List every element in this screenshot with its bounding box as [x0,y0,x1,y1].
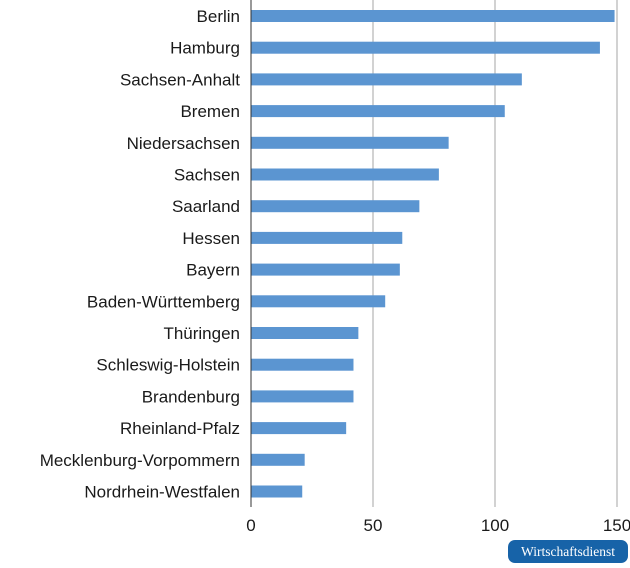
bar-hessen [251,231,403,244]
bar-hamburg [251,41,600,54]
category-label: Bayern [186,261,240,280]
bar-baden-württemberg [251,295,386,308]
category-label: Sachsen-Anhalt [120,70,240,89]
category-label: Niedersachsen [127,134,240,153]
bar-mecklenburg-vorpommern [251,453,305,466]
category-label: Bremen [180,102,240,121]
x-tick-label: 150 [603,516,630,535]
bar-bremen [251,105,505,118]
category-label: Rheinland-Pfalz [120,419,240,438]
bar-schleswig-holstein [251,358,354,371]
category-label: Sachsen [174,166,240,185]
x-tick-label: 100 [481,516,509,535]
bars [251,10,615,498]
x-tick-label: 0 [246,516,255,535]
bar-bayern [251,263,400,276]
bar-niedersachsen [251,136,449,149]
category-label: Thüringen [163,324,240,343]
category-label: Nordrhein-Westfalen [84,483,240,502]
category-label: Berlin [197,7,240,26]
bar-rheinland-pfalz [251,422,347,435]
category-label: Brandenburg [142,387,240,406]
category-label: Saarland [172,197,240,216]
category-label: Hamburg [170,39,240,58]
bar-brandenburg [251,390,354,403]
bar-sachsen [251,168,439,181]
x-tick-labels: 0 50 100 150 [246,516,630,535]
publisher-badge: Wirtschaftsdienst [508,540,628,563]
x-tick-label: 50 [364,516,383,535]
category-label: Mecklenburg-Vorpommern [40,451,240,470]
category-labels: Berlin Hamburg Sachsen-Anhalt Bremen Nieders… [40,7,241,502]
bar-saarland [251,200,420,213]
bar-berlin [251,10,615,22]
category-label: Hessen [182,229,240,248]
bar-thüringen [251,327,359,339]
bar-sachsen-anhalt [251,73,522,86]
category-label: Schleswig-Holstein [96,356,240,375]
category-label: Baden-Württemberg [87,292,240,311]
bar-chart: Berlin Hamburg Sachsen-Anhalt Bremen Nieders… [40,0,630,535]
bar-nordrhein-westfalen [251,485,303,498]
